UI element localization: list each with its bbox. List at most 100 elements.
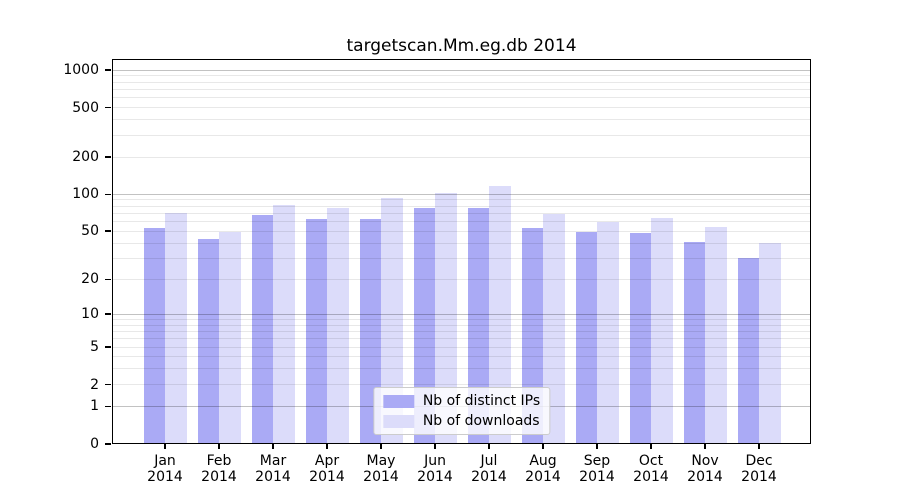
- y-tick-mark: [105, 193, 111, 195]
- x-tick-mark: [272, 444, 274, 449]
- minor-gridline: [112, 242, 811, 244]
- minor-gridline: [112, 199, 811, 201]
- x-tick-year: 2014: [525, 468, 561, 485]
- x-tick-label: Jul 2014: [457, 453, 521, 485]
- major-gridline: [112, 69, 811, 71]
- y-tick-label: 0: [90, 436, 99, 452]
- x-tick-label: Jun 2014: [403, 453, 467, 485]
- bar-distinct-ips: [143, 228, 165, 444]
- chart-title: targetscan.Mm.eg.db 2014: [346, 36, 577, 56]
- y-tick-label: 1000: [63, 62, 99, 79]
- minor-gridline: [112, 221, 811, 223]
- legend-label-distinct-ips: Nb of distinct IPs: [422, 393, 541, 409]
- bar-downloads: [597, 221, 619, 444]
- y-tick-label: 20: [81, 271, 99, 288]
- x-tick-month: Jun: [424, 453, 446, 469]
- bar-downloads: [327, 208, 349, 444]
- legend-swatch-downloads-icon: [382, 414, 414, 428]
- x-tick-label: May 2014: [349, 453, 413, 485]
- bar-distinct-ips: [197, 239, 219, 444]
- x-tick-year: 2014: [741, 468, 777, 485]
- minor-gridline: [112, 156, 811, 158]
- y-tick-mark: [105, 383, 111, 386]
- y-tick-mark: [105, 313, 111, 315]
- x-tick-year: 2014: [633, 468, 669, 485]
- minor-gridline: [112, 257, 811, 259]
- minor-gridline: [112, 368, 811, 370]
- x-tick-mark: [596, 444, 598, 449]
- bar-distinct-ips: [413, 207, 435, 444]
- minor-gridline: [112, 230, 811, 232]
- x-tick-mark: [704, 444, 706, 449]
- bars-layer: [112, 59, 811, 444]
- x-tick-label: Aug 2014: [511, 453, 575, 485]
- x-tick-month: Sep: [583, 453, 611, 469]
- x-tick-month: Jul: [480, 453, 498, 469]
- bar-downloads: [219, 232, 241, 444]
- minor-gridline: [112, 88, 811, 90]
- x-tick-mark: [218, 444, 220, 449]
- bar-distinct-ips: [575, 232, 597, 444]
- x-tick-mark: [650, 444, 652, 449]
- bar-downloads: [651, 218, 673, 444]
- y-tick-mark: [105, 443, 111, 445]
- x-tick-month: Dec: [745, 453, 773, 469]
- y-tick-label: 100: [72, 186, 99, 203]
- y-tick-label: 500: [72, 99, 99, 116]
- major-gridline: [112, 313, 811, 315]
- minor-gridline: [112, 384, 811, 386]
- x-tick-month: Nov: [691, 453, 719, 469]
- minor-gridline: [112, 75, 811, 77]
- minor-gridline: [112, 205, 811, 207]
- y-tick-mark: [105, 278, 111, 280]
- x-tick-label: Apr 2014: [295, 453, 359, 485]
- x-tick-mark: [326, 444, 328, 449]
- x-tick-year: 2014: [309, 468, 345, 485]
- minor-gridline: [112, 97, 811, 99]
- minor-gridline: [112, 134, 811, 136]
- x-tick-month: Oct: [638, 453, 664, 469]
- bar-downloads: [381, 197, 403, 444]
- minor-gridline: [112, 81, 811, 83]
- x-tick-label: Dec 2014: [727, 453, 791, 485]
- x-tick-mark: [380, 444, 382, 449]
- x-tick-mark: [542, 444, 544, 449]
- x-tick-mark: [758, 444, 760, 449]
- y-tick-label: 1: [90, 398, 99, 415]
- bar-downloads: [543, 214, 565, 444]
- y-tick-label: 50: [81, 223, 99, 240]
- x-tick-year: 2014: [255, 468, 291, 485]
- x-tick-year: 2014: [363, 468, 399, 485]
- y-tick-mark: [105, 346, 111, 348]
- bar-downloads: [759, 243, 781, 444]
- y-tick-mark: [105, 405, 111, 408]
- grid-layer: [112, 59, 811, 444]
- y-tick-label: 10: [81, 306, 99, 323]
- legend-item-downloads: Nb of downloads: [382, 413, 540, 429]
- minor-gridline: [112, 338, 811, 340]
- x-tick-label: Nov 2014: [673, 453, 737, 485]
- minor-gridline: [112, 324, 811, 326]
- legend: Nb of distinct IPs Nb of downloads: [372, 387, 551, 435]
- bar-distinct-ips: [467, 207, 489, 444]
- major-gridline: [112, 193, 811, 195]
- x-tick-month: Feb: [206, 453, 232, 469]
- minor-gridline: [112, 356, 811, 358]
- minor-gridline: [112, 318, 811, 320]
- bar-downloads: [165, 213, 187, 444]
- bar-downloads: [489, 185, 511, 444]
- bar-downloads: [435, 193, 457, 444]
- x-tick-month: Jan: [154, 453, 176, 469]
- minor-gridline: [112, 107, 811, 109]
- legend-label-downloads: Nb of downloads: [422, 413, 540, 429]
- legend-item-distinct-ips: Nb of distinct IPs: [382, 393, 541, 409]
- x-tick-year: 2014: [687, 468, 723, 485]
- plot-area: 0 1 2 5 10 20 50 100 200 500 1000 Jan 2014 Feb 2014 Ma…: [63, 59, 811, 484]
- bar-downloads: [273, 204, 295, 444]
- minor-gridline: [112, 278, 811, 280]
- minor-gridline: [112, 330, 811, 332]
- x-tick-mark: [434, 444, 436, 449]
- y-tick-mark: [105, 69, 111, 71]
- x-tick-year: 2014: [201, 468, 237, 485]
- x-tick-year: 2014: [579, 468, 615, 485]
